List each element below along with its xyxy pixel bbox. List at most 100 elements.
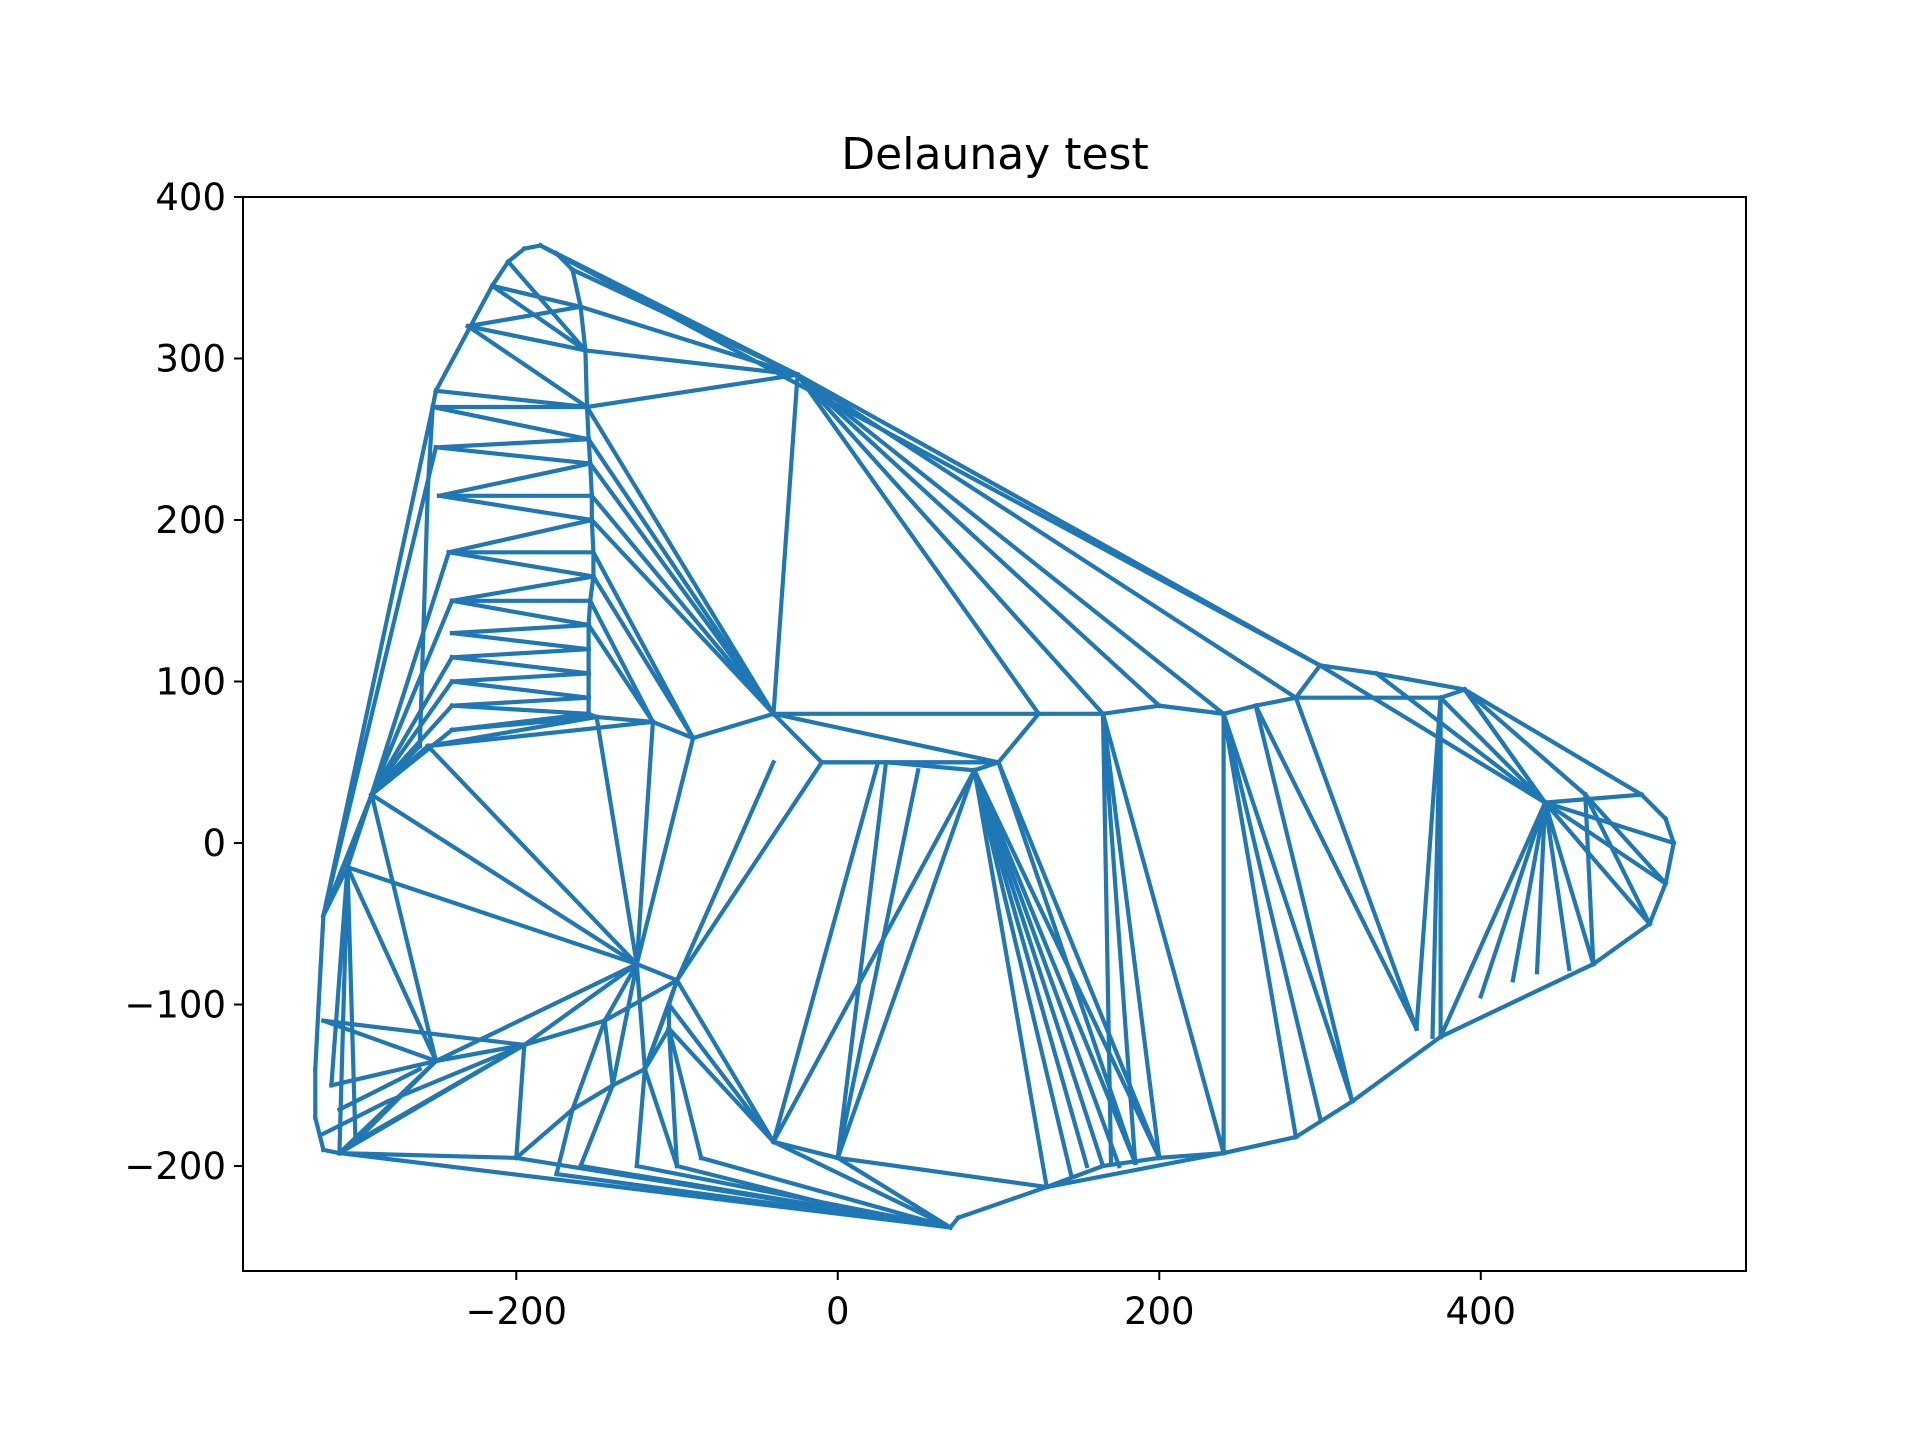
triangulation-edge [1437, 799, 1548, 1040]
triangulation-edge [433, 961, 640, 1064]
triangulation-edge [1461, 686, 1645, 798]
triangulation-edge [955, 1184, 1050, 1221]
triangulation-edge [642, 1001, 672, 1072]
y-tick-label: 100 [155, 661, 226, 704]
triangulation-edge [587, 461, 595, 499]
triangulation-edge [489, 283, 584, 310]
triangulation-edge [794, 371, 1323, 669]
triangulation-edge [1253, 695, 1299, 709]
triangulation-edge [384, 1042, 528, 1105]
triangulation-edge [1542, 799, 1653, 927]
triangulation-edge [1582, 791, 1653, 927]
triangulation-edge [433, 437, 591, 450]
triangulation-edge [345, 865, 358, 1144]
triangulation-edge [1292, 662, 1323, 701]
triangulation-edge [1349, 1033, 1444, 1105]
triangulation-edge [569, 1082, 616, 1113]
triangulation-edge [316, 913, 326, 1007]
triangulation-edge [513, 1155, 953, 1230]
triangulation-edge [835, 767, 978, 1161]
triangulation-edge [1542, 792, 1644, 805]
triangulation-edge [698, 1155, 953, 1230]
triangulation-edge [1638, 791, 1669, 822]
x-tick-label: 200 [1124, 1290, 1195, 1333]
triangulation-edge [634, 961, 680, 984]
triangulation-edge [1430, 695, 1443, 1039]
triangulation-edge [368, 549, 452, 798]
triangulation-edge [312, 1115, 326, 1153]
triangulation-edge [505, 258, 589, 354]
triangulation-edge [313, 1002, 321, 1072]
triangulation-edge [320, 1098, 391, 1137]
triangulation-edge [770, 710, 825, 766]
triangulation-edge [1461, 686, 1549, 806]
triangulation-edge [1478, 799, 1548, 1000]
triangulation-edge [1253, 703, 1355, 1104]
triangulation-edge [569, 1018, 608, 1113]
triangulation-edge [634, 735, 696, 967]
triangulation-edge [329, 864, 350, 1088]
triangulation-edge [570, 267, 584, 310]
triangulation-edge [505, 245, 528, 265]
triangulation-edge [1293, 1098, 1356, 1140]
triangulation-edge [674, 759, 777, 984]
triangulation-edge [449, 622, 591, 636]
triangulation-edge [321, 1018, 527, 1048]
triangulation-edge [446, 517, 595, 555]
triangulation-edge [433, 388, 590, 410]
triangulation-edge [465, 323, 588, 353]
triangulation-edge [577, 1082, 616, 1169]
triangulation-edge [650, 719, 696, 741]
triangulation-edge [590, 573, 696, 741]
axis-ticks: −200 0 200 400 −200 −100 0 100 200 300 400 [124, 176, 1516, 1333]
triangulation-edge [771, 711, 1001, 765]
triangulation-edge [368, 598, 455, 798]
triangulation-edges [312, 242, 1677, 1231]
triangulation-edge [834, 1155, 954, 1231]
triangulation-edge [771, 372, 800, 717]
triangulation-edge [690, 711, 777, 741]
triangulation-edge [674, 759, 825, 984]
triangulation-edge [1542, 800, 1572, 972]
triangulation-edge [521, 1018, 608, 1048]
triangulation-edge [835, 767, 921, 1161]
triangulation-edge [1663, 840, 1677, 886]
triangulation-edge [368, 702, 455, 798]
triangulation-edge [1043, 1163, 1106, 1190]
triangulation-edge [587, 460, 777, 717]
triangulation-edge [446, 549, 596, 579]
x-tick-label: 400 [1445, 1290, 1516, 1333]
triangulation-edge [449, 679, 591, 701]
triangulation-edge [634, 719, 656, 967]
triangulation-edge [584, 404, 777, 717]
triangulation-edge [674, 977, 777, 1145]
triangulation-edge [1662, 816, 1677, 846]
triangulation-edge [1646, 880, 1669, 927]
triangulation-edge [344, 864, 439, 1064]
triangulation-edge [666, 1001, 777, 1145]
triangulation-edge [352, 1042, 528, 1145]
triangulation-edge [1461, 686, 1589, 798]
triangulation-edge [430, 388, 439, 410]
triangulation-edge [584, 404, 591, 442]
triangulation-edge [971, 767, 1122, 1169]
triangulation-edge [344, 791, 375, 870]
triangulation-edge [590, 549, 696, 741]
y-tick-label: 0 [202, 822, 226, 865]
triangulation-edge [1100, 1155, 1162, 1169]
triangulation-edge [588, 517, 777, 717]
triangulation-edge [368, 791, 640, 968]
triangulation-edge [489, 258, 512, 289]
triangulation-edge [521, 961, 640, 1048]
triangulation-edge [601, 961, 640, 1024]
plot-frame [242, 196, 1747, 1272]
triangulation-edge [995, 759, 1138, 1166]
triangulation-edge [424, 743, 640, 968]
triangulation-edge [514, 1042, 527, 1161]
triangulation-edge [1220, 711, 1355, 1105]
triangulation-edge [794, 371, 1299, 701]
triangulation-edge [449, 646, 591, 660]
triangulation-edge [1157, 1150, 1226, 1161]
triangulation-edge [1542, 799, 1596, 967]
